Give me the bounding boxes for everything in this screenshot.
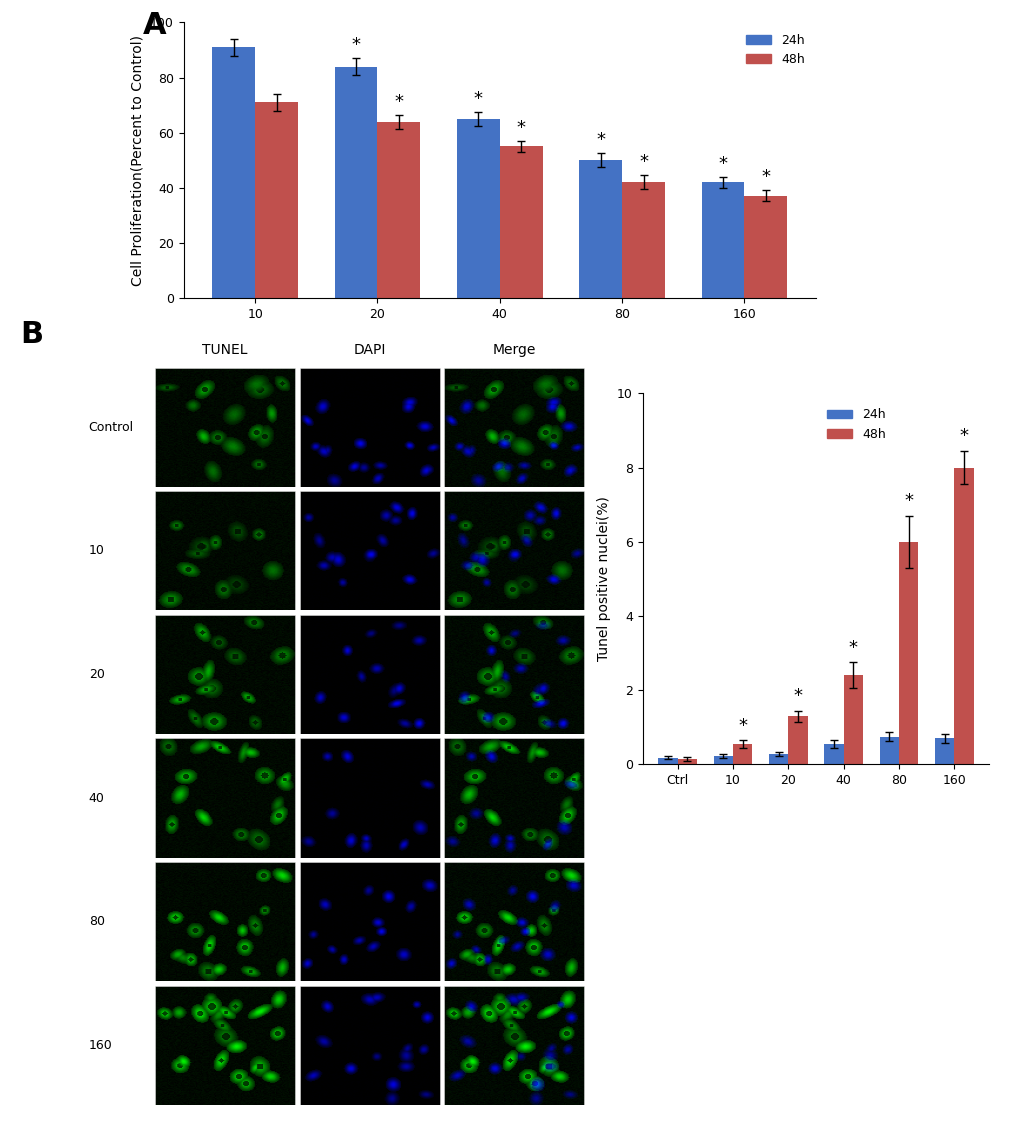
Bar: [622, 182, 664, 298]
Bar: [457, 119, 499, 298]
Bar: [713, 756, 733, 764]
Text: *: *: [596, 132, 604, 149]
Text: Control: Control: [89, 420, 133, 434]
Bar: [499, 146, 542, 298]
Text: Merge: Merge: [492, 343, 535, 356]
Bar: [934, 738, 954, 764]
Text: TUNEL: TUNEL: [203, 343, 248, 356]
Text: *: *: [352, 36, 361, 54]
Text: 160: 160: [89, 1039, 112, 1052]
Text: 10: 10: [89, 544, 105, 558]
Text: *: *: [517, 119, 525, 137]
Text: *: *: [394, 92, 403, 110]
Bar: [579, 161, 622, 298]
Bar: [898, 542, 917, 764]
Text: DAPI: DAPI: [354, 343, 385, 356]
Legend: 24h, 48h: 24h, 48h: [821, 404, 891, 445]
Text: 20: 20: [89, 668, 105, 681]
Bar: [843, 676, 862, 764]
Bar: [878, 736, 898, 764]
Bar: [255, 102, 298, 298]
Text: *: *: [903, 492, 912, 510]
Bar: [701, 182, 744, 298]
Text: B: B: [20, 320, 44, 350]
Text: *: *: [793, 687, 802, 705]
Y-axis label: Cell Proliferation(Percent to Control): Cell Proliferation(Percent to Control): [130, 35, 145, 285]
Bar: [657, 758, 677, 764]
Bar: [334, 66, 377, 298]
Text: *: *: [959, 427, 967, 445]
Y-axis label: Tunel positive nuclei(%): Tunel positive nuclei(%): [597, 497, 610, 661]
Text: 80: 80: [89, 915, 105, 928]
Text: *: *: [738, 717, 747, 735]
Text: *: *: [760, 169, 769, 187]
Bar: [677, 759, 696, 764]
Bar: [768, 754, 788, 764]
Legend: 24h, 48h: 24h, 48h: [740, 29, 809, 71]
Bar: [744, 196, 787, 298]
Text: *: *: [638, 153, 647, 171]
Text: A: A: [143, 11, 166, 40]
Text: *: *: [717, 155, 727, 173]
Text: *: *: [848, 638, 857, 656]
Bar: [212, 47, 255, 298]
Text: *: *: [474, 90, 482, 108]
Bar: [954, 468, 973, 764]
Bar: [788, 716, 807, 764]
Bar: [377, 121, 420, 298]
Text: 40: 40: [89, 791, 105, 805]
Bar: [823, 744, 843, 764]
Bar: [733, 744, 752, 764]
